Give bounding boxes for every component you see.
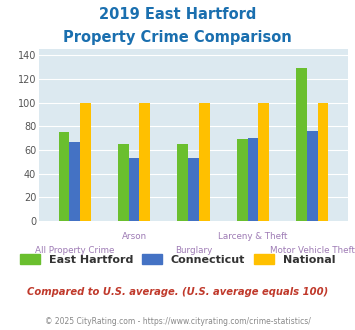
- Bar: [258, 103, 269, 221]
- Bar: [296, 68, 307, 221]
- Bar: [129, 158, 140, 221]
- Text: Property Crime Comparison: Property Crime Comparison: [63, 30, 292, 45]
- Bar: [237, 140, 247, 221]
- Bar: [178, 144, 188, 221]
- Bar: [188, 158, 199, 221]
- Bar: [118, 144, 129, 221]
- Bar: [247, 138, 258, 221]
- Legend: East Hartford, Connecticut, National: East Hartford, Connecticut, National: [15, 250, 340, 269]
- Text: Compared to U.S. average. (U.S. average equals 100): Compared to U.S. average. (U.S. average …: [27, 287, 328, 297]
- Bar: [318, 103, 328, 221]
- Bar: [59, 132, 69, 221]
- Text: Arson: Arson: [121, 232, 147, 241]
- Bar: [140, 103, 150, 221]
- Text: © 2025 CityRating.com - https://www.cityrating.com/crime-statistics/: © 2025 CityRating.com - https://www.city…: [45, 317, 310, 326]
- Text: Motor Vehicle Theft: Motor Vehicle Theft: [270, 246, 355, 255]
- Bar: [80, 103, 91, 221]
- Bar: [307, 131, 318, 221]
- Text: 2019 East Hartford: 2019 East Hartford: [99, 7, 256, 21]
- Text: Burglary: Burglary: [175, 246, 212, 255]
- Text: All Property Crime: All Property Crime: [35, 246, 114, 255]
- Bar: [69, 142, 80, 221]
- Bar: [199, 103, 209, 221]
- Text: Larceny & Theft: Larceny & Theft: [218, 232, 288, 241]
